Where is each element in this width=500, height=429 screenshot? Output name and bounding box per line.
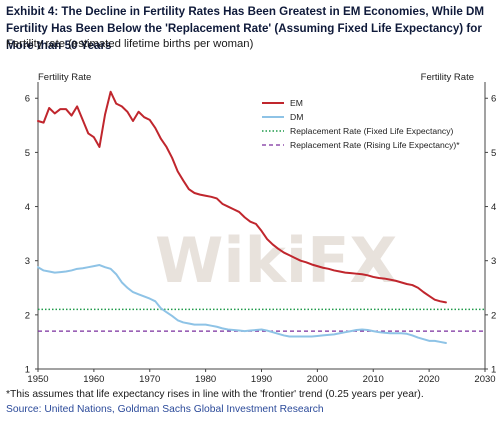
y-tick-label-right: 6 <box>491 94 496 105</box>
x-tick-label: 1980 <box>195 374 216 385</box>
y-tick-label-left: 6 <box>25 94 30 105</box>
y-tick-label-left: 2 <box>25 310 30 321</box>
axes-layer: 1 1 2 2 3 3 4 4 5 5 6 6 1950 1960 1970 1980 1990 2000 2010… <box>25 82 496 385</box>
y-tick-label-left: 1 <box>25 365 30 376</box>
legend-label-rising: Replacement Rate (Rising Life Expectancy… <box>290 140 460 150</box>
x-tick-label: 1970 <box>139 374 160 385</box>
footnote: *This assumes that life expectancy rises… <box>6 389 424 400</box>
y-tick-label-left: 4 <box>25 202 30 213</box>
y-tick-label-right: 3 <box>491 256 496 267</box>
y-tick-label-right: 5 <box>491 148 496 159</box>
legend: EM DM Replacement Rate (Fixed Life Expec… <box>262 98 460 150</box>
x-tick-label: 2000 <box>307 374 328 385</box>
x-tick-label: 1990 <box>251 374 272 385</box>
em-series-line <box>37 90 447 304</box>
chart-title: Exhibit 4: The Decline in Fertility Rate… <box>6 5 485 52</box>
y-tick-label-right: 4 <box>491 202 496 213</box>
legend-label-fixed: Replacement Rate (Fixed Life Expectancy) <box>290 126 453 136</box>
source-note: Source: United Nations, Goldman Sachs Gl… <box>6 404 324 415</box>
watermark-text: WikiFX <box>155 224 397 297</box>
y-tick-label-right: 2 <box>491 310 496 321</box>
series-lines <box>37 90 447 345</box>
x-tick-label: 2020 <box>419 374 440 385</box>
reference-lines <box>38 308 485 332</box>
x-tick-label: 2030 <box>474 374 495 385</box>
legend-label-em: EM <box>290 98 303 108</box>
y-tick-label-right: 1 <box>491 365 496 376</box>
chart-subtitle: Fertility rate (estimated lifetime birth… <box>6 38 254 50</box>
dm-series-line <box>37 264 447 345</box>
legend-label-dm: DM <box>290 112 303 122</box>
x-tick-label: 1960 <box>83 374 104 385</box>
y-axis-label-left: Fertility Rate <box>38 72 91 83</box>
y-tick-label-left: 3 <box>25 256 30 267</box>
y-tick-label-left: 5 <box>25 148 30 159</box>
x-tick-label: 2010 <box>363 374 384 385</box>
x-tick-label: 1950 <box>27 374 48 385</box>
y-axis-label-right: Fertility Rate <box>421 72 474 83</box>
